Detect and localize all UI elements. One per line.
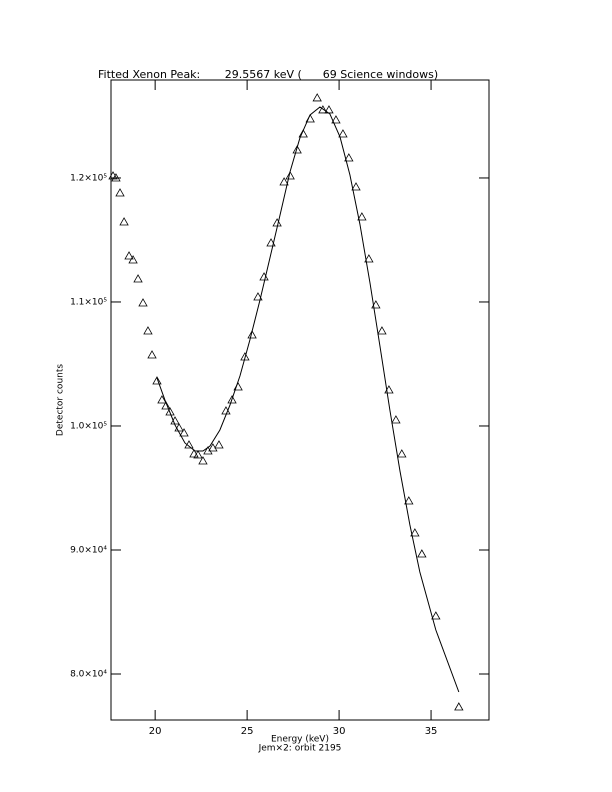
y-tick-label: 9.0×10⁴ xyxy=(70,545,107,555)
data-point xyxy=(285,171,295,180)
data-point xyxy=(147,350,157,359)
data-point xyxy=(364,254,374,263)
data-point xyxy=(240,352,250,361)
y-tick-label: 1.0×10⁵ xyxy=(70,421,107,431)
data-point xyxy=(119,217,129,226)
x-axis-label: Energy (keV) xyxy=(271,735,329,745)
data-point xyxy=(189,449,199,458)
x-tick-label: 20 xyxy=(149,726,162,737)
data-point xyxy=(203,446,213,455)
data-point xyxy=(417,549,427,558)
x-tick-label: 35 xyxy=(425,726,438,737)
data-point xyxy=(157,395,167,404)
data-point xyxy=(111,173,121,182)
data-point xyxy=(298,129,308,138)
data-point xyxy=(193,450,203,459)
data-point xyxy=(124,251,134,260)
data-point xyxy=(351,182,361,191)
data-point xyxy=(397,449,407,458)
subtitle: Jem×2: orbit 2195 xyxy=(258,744,342,754)
data-point xyxy=(128,255,138,264)
y-tick-label: 1.1×10⁵ xyxy=(70,297,107,307)
data-point xyxy=(331,115,341,124)
y-axis-label: Detector counts xyxy=(56,364,66,436)
data-point xyxy=(115,188,125,197)
data-point xyxy=(143,326,153,335)
data-point xyxy=(431,611,441,620)
data-point xyxy=(377,326,387,335)
data-point xyxy=(266,238,276,247)
data-point xyxy=(391,415,401,424)
data-point xyxy=(214,440,224,449)
fit-line xyxy=(156,106,460,693)
y-tick-label: 1.2×10⁵ xyxy=(70,173,107,183)
data-point xyxy=(179,428,189,437)
data-point xyxy=(247,330,257,339)
data-point xyxy=(253,292,263,301)
data-point xyxy=(318,105,328,114)
data-point xyxy=(404,496,414,505)
data-point xyxy=(152,376,162,385)
x-tick-label: 30 xyxy=(333,726,346,737)
data-point xyxy=(410,528,420,537)
data-point xyxy=(227,395,237,404)
data-point xyxy=(292,145,302,154)
data-point xyxy=(312,93,322,102)
data-point xyxy=(454,702,464,711)
x-tick-label: 25 xyxy=(241,726,254,737)
data-point xyxy=(198,456,208,465)
data-point xyxy=(338,129,348,138)
data-point xyxy=(357,212,367,221)
data-point xyxy=(133,274,143,283)
chart-title: Fitted Xenon Peak: 29.5567 keV ( 69 Scie… xyxy=(98,68,438,81)
data-point xyxy=(138,298,148,307)
y-tick-label: 8.0×10⁴ xyxy=(70,669,107,679)
data-point xyxy=(161,401,171,410)
data-point xyxy=(279,177,289,186)
data-point xyxy=(165,407,175,416)
data-point xyxy=(344,153,354,162)
data-point xyxy=(174,423,184,432)
plot-frame xyxy=(110,79,490,721)
